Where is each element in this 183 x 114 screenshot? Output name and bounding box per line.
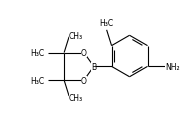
Text: H₃C: H₃C xyxy=(30,76,44,85)
Text: H₃C: H₃C xyxy=(30,49,44,58)
Text: CH₃: CH₃ xyxy=(69,93,83,102)
Text: NH₂: NH₂ xyxy=(165,62,180,71)
Text: O: O xyxy=(81,76,87,85)
Text: O: O xyxy=(81,49,87,58)
Text: B: B xyxy=(91,62,96,71)
Text: H₃C: H₃C xyxy=(100,19,114,28)
Text: CH₃: CH₃ xyxy=(69,32,83,41)
